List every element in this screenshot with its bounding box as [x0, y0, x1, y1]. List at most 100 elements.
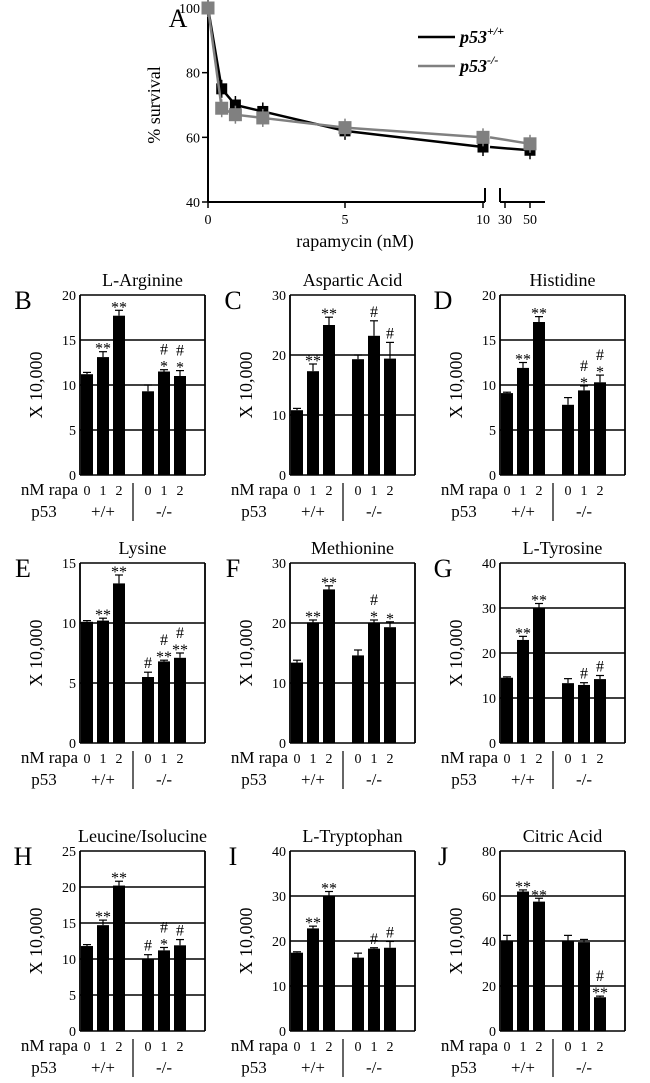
rapa-tick-label-h: 0: [84, 1040, 91, 1055]
significance-label-i: #: [386, 924, 394, 941]
p53-axis-label-c: p53: [241, 502, 267, 521]
p53-axis-label-i: p53: [241, 1058, 267, 1077]
bar-j: [517, 891, 529, 1031]
rapa-tick-label-j: 0: [504, 1040, 511, 1055]
bar-d: [594, 382, 606, 475]
significance-label-e: #: [176, 625, 184, 642]
significance-label-h: #: [176, 923, 184, 940]
y-tick-label-b: 10: [62, 379, 76, 394]
rapa-tick-label-g: 0: [565, 752, 572, 767]
x-axis-label-a: rapamycin (nM): [296, 231, 413, 252]
y-tick-label-j: 40: [482, 935, 496, 950]
rapa-tick-label-e: 2: [116, 752, 123, 767]
bar-e: [113, 583, 125, 743]
rapa-tick-label-h: 0: [145, 1040, 152, 1055]
bar-h: [97, 925, 109, 1031]
y-tick-label-a: 60: [186, 131, 200, 146]
panel-title-c: Aspartic Acid: [303, 270, 402, 290]
bar-d: [501, 393, 513, 475]
x-tick-label-a: 30: [498, 213, 512, 228]
rapa-tick-label-j: 1: [520, 1040, 527, 1055]
rapa-tick-label-b: 1: [161, 484, 168, 499]
rapa-tick-label-i: 0: [294, 1040, 301, 1055]
bar-b: [81, 374, 93, 475]
y-tick-label-g: 30: [482, 602, 496, 617]
legend-label-1: p53+/+: [458, 24, 504, 47]
significance-label-b: #: [160, 342, 168, 359]
rapa-tick-label-h: 2: [177, 1040, 184, 1055]
y-tick-label-g: 20: [482, 647, 496, 662]
significance-label-b: *: [160, 359, 168, 376]
y-tick-label-j: 0: [489, 1025, 496, 1040]
genotype-label-wt-f: +/+: [301, 770, 325, 789]
bar-g: [578, 684, 590, 743]
rapa-tick-label-g: 0: [504, 752, 511, 767]
panel-title-j: Citric Acid: [523, 826, 603, 846]
y-tick-label-g: 10: [482, 692, 496, 707]
rapa-tick-label-e: 0: [84, 752, 91, 767]
bar-i: [307, 928, 319, 1031]
significance-label-e: #: [144, 655, 152, 672]
rapa-axis-label-h: nM rapa: [21, 1036, 79, 1055]
genotype-label-wt-c: +/+: [301, 502, 325, 521]
rapa-axis-label-d: nM rapa: [441, 480, 499, 499]
significance-label-d: #: [596, 347, 604, 364]
bar-c: [368, 335, 380, 475]
y-tick-label-f: 30: [272, 557, 286, 572]
significance-label-e: #: [160, 632, 168, 649]
bar-j: [501, 941, 513, 1031]
bar-j: [578, 942, 590, 1031]
bar-d: [517, 367, 529, 475]
rapa-tick-label-b: 1: [100, 484, 107, 499]
genotype-label-ko-c: -/-: [366, 502, 382, 521]
bar-h: [158, 950, 170, 1031]
bar-f: [384, 627, 396, 743]
panel-title-i: L-Tryptophan: [302, 826, 402, 846]
y-tick-label-h: 20: [62, 881, 76, 896]
bar-g: [594, 679, 606, 743]
significance-label-d: *: [580, 375, 588, 392]
y-axis-label-d: X 10,000: [446, 352, 466, 419]
y-tick-label-e: 5: [69, 677, 76, 692]
x-tick-label-a: 0: [205, 213, 212, 228]
y-tick-label-h: 25: [62, 845, 76, 860]
rapa-tick-label-j: 2: [536, 1040, 543, 1055]
significance-label-e: **: [95, 607, 111, 624]
panel-label-d: D: [434, 286, 453, 315]
bar-f: [323, 589, 335, 743]
bar-g: [517, 639, 529, 743]
rapa-axis-label-j: nM rapa: [441, 1036, 499, 1055]
bar-i: [368, 948, 380, 1031]
y-tick-label-i: 20: [272, 935, 286, 950]
genotype-label-ko-i: -/-: [366, 1058, 382, 1077]
panel-label-c: C: [224, 286, 241, 315]
bar-g: [533, 607, 545, 743]
rapa-tick-label-b: 0: [84, 484, 91, 499]
panel-label-b: B: [14, 286, 31, 315]
bar-i: [384, 947, 396, 1031]
bar-h: [142, 959, 154, 1031]
bar-c: [307, 371, 319, 475]
bar-e: [158, 661, 170, 743]
y-axis-label-a: % survival: [144, 66, 164, 143]
genotype-label-wt-g: +/+: [511, 770, 535, 789]
rapa-tick-label-f: 0: [294, 752, 301, 767]
significance-label-e: **: [156, 649, 172, 666]
rapa-tick-label-e: 2: [177, 752, 184, 767]
rapa-tick-label-i: 1: [371, 1040, 378, 1055]
genotype-label-ko-b: -/-: [156, 502, 172, 521]
genotype-label-ko-j: -/-: [576, 1058, 592, 1077]
p53-axis-label-d: p53: [451, 502, 477, 521]
bar-j: [562, 941, 574, 1031]
rapa-tick-label-c: 2: [387, 484, 394, 499]
panel-label-i: I: [229, 842, 238, 871]
y-tick-label-d: 5: [489, 424, 496, 439]
significance-label-i: #: [370, 931, 378, 948]
y-axis-label-g: X 10,000: [446, 620, 466, 687]
p53-axis-label-g: p53: [451, 770, 477, 789]
y-tick-label-d: 20: [482, 289, 496, 304]
panel-label-g: G: [434, 554, 453, 583]
y-tick-label-i: 40: [272, 845, 286, 860]
bar-i: [323, 895, 335, 1031]
rapa-tick-label-f: 0: [355, 752, 362, 767]
